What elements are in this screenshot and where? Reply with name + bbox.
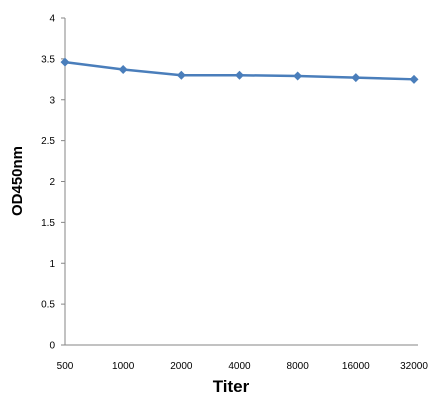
- data-point-marker: [118, 65, 128, 75]
- x-axis: 500 1000 2000 4000 8000 16000 32000: [57, 344, 428, 372]
- y-axis: 0 0.5 1 1.5 2 2.5 3 3.5 4: [41, 14, 66, 352]
- y-tick-label: 0.5: [41, 300, 55, 311]
- x-tick-label: 16000: [342, 361, 370, 372]
- series-group: [60, 57, 419, 84]
- x-tick-label: 2000: [170, 361, 193, 372]
- y-tick-label: 3.5: [41, 54, 55, 65]
- x-tick-label: 500: [57, 361, 74, 372]
- x-tick-label: 4000: [228, 361, 251, 372]
- y-tick-label: 1.5: [41, 218, 55, 229]
- y-tick-label: 1: [49, 259, 55, 270]
- x-tick-label: 1000: [112, 361, 135, 372]
- y-tick-label: 4: [49, 14, 55, 25]
- data-point-marker: [176, 70, 186, 80]
- y-tick-label: 0: [49, 341, 55, 352]
- y-tick-label: 2: [49, 177, 55, 188]
- data-point-marker: [409, 74, 419, 84]
- data-point-marker: [60, 57, 70, 67]
- x-axis-title: Titer: [213, 377, 250, 396]
- x-tick-label: 32000: [400, 361, 428, 372]
- x-tick-label: 8000: [287, 361, 310, 372]
- y-tick-label: 2.5: [41, 136, 55, 147]
- data-point-marker: [235, 70, 244, 80]
- y-axis-title: OD450nm: [9, 146, 26, 216]
- y-tick-label: 3: [49, 95, 55, 106]
- data-point-marker: [293, 71, 303, 81]
- data-point-marker: [351, 73, 361, 83]
